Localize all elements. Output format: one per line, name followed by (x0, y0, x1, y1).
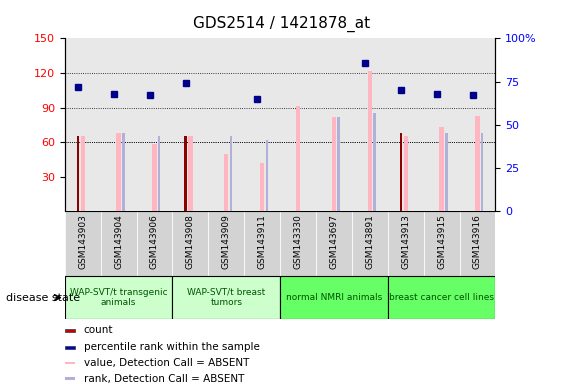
Text: GSM143915: GSM143915 (437, 214, 446, 269)
Bar (230, 136, 232, 211)
Bar (316, 211, 352, 276)
Text: disease state: disease state (6, 293, 80, 303)
Bar (77, 136, 79, 211)
Bar (440, 127, 444, 211)
Bar (137, 38, 172, 211)
Bar (158, 136, 160, 211)
Bar (352, 211, 388, 276)
Text: GSM143906: GSM143906 (150, 214, 159, 269)
Bar (266, 140, 268, 211)
Text: GSM143909: GSM143909 (222, 214, 231, 269)
Text: normal NMRI animals: normal NMRI animals (286, 293, 382, 302)
Text: value, Detection Call = ABSENT: value, Detection Call = ABSENT (84, 358, 249, 368)
Bar (400, 133, 403, 211)
Bar (208, 38, 244, 211)
Bar (172, 38, 208, 211)
Bar (280, 38, 316, 211)
Bar (388, 211, 424, 276)
Bar (117, 133, 120, 211)
Text: WAP-SVT/t breast
tumors: WAP-SVT/t breast tumors (187, 288, 265, 307)
Bar (65, 211, 101, 276)
Bar (260, 163, 264, 211)
Bar (208, 211, 244, 276)
Bar (280, 276, 388, 319)
Bar (459, 211, 495, 276)
Bar (185, 136, 187, 211)
Text: percentile rank within the sample: percentile rank within the sample (84, 343, 260, 353)
Bar (404, 136, 408, 211)
Bar (65, 377, 75, 380)
Text: GSM143330: GSM143330 (293, 214, 302, 269)
Bar (280, 211, 316, 276)
Text: GSM143903: GSM143903 (78, 214, 87, 269)
Text: breast cancer cell lines: breast cancer cell lines (389, 293, 494, 302)
Text: GSM143904: GSM143904 (114, 214, 123, 269)
Bar (296, 106, 300, 211)
Bar (122, 133, 124, 211)
Text: GSM143697: GSM143697 (329, 214, 338, 269)
Bar (475, 116, 480, 211)
Bar (424, 211, 459, 276)
Text: WAP-SVT/t transgenic
animals: WAP-SVT/t transgenic animals (70, 288, 167, 307)
Bar (352, 38, 388, 211)
Bar (188, 136, 193, 211)
Bar (244, 38, 280, 211)
Bar (424, 38, 459, 211)
Bar (481, 133, 484, 211)
Bar (368, 71, 372, 211)
Bar (445, 133, 448, 211)
Bar (65, 346, 75, 349)
Bar (459, 38, 495, 211)
Bar (388, 38, 424, 211)
Text: GSM143916: GSM143916 (473, 214, 482, 269)
Bar (244, 211, 280, 276)
Text: rank, Detection Call = ABSENT: rank, Detection Call = ABSENT (84, 374, 244, 384)
Text: GSM143911: GSM143911 (258, 214, 267, 269)
Bar (65, 362, 75, 364)
Bar (332, 117, 336, 211)
Bar (337, 117, 340, 211)
Bar (137, 211, 172, 276)
Text: GSM143891: GSM143891 (365, 214, 374, 269)
Text: count: count (84, 326, 113, 336)
Bar (101, 211, 137, 276)
Bar (388, 276, 495, 319)
Bar (65, 276, 172, 319)
Bar (65, 38, 101, 211)
Bar (373, 113, 376, 211)
Bar (153, 144, 157, 211)
Bar (81, 136, 85, 211)
Text: GSM143908: GSM143908 (186, 214, 195, 269)
Bar (101, 38, 137, 211)
Bar (65, 329, 75, 332)
Bar (172, 211, 208, 276)
Bar (224, 154, 229, 211)
Bar (316, 38, 352, 211)
Text: GSM143913: GSM143913 (401, 214, 410, 269)
Text: GDS2514 / 1421878_at: GDS2514 / 1421878_at (193, 15, 370, 31)
Bar (172, 276, 280, 319)
